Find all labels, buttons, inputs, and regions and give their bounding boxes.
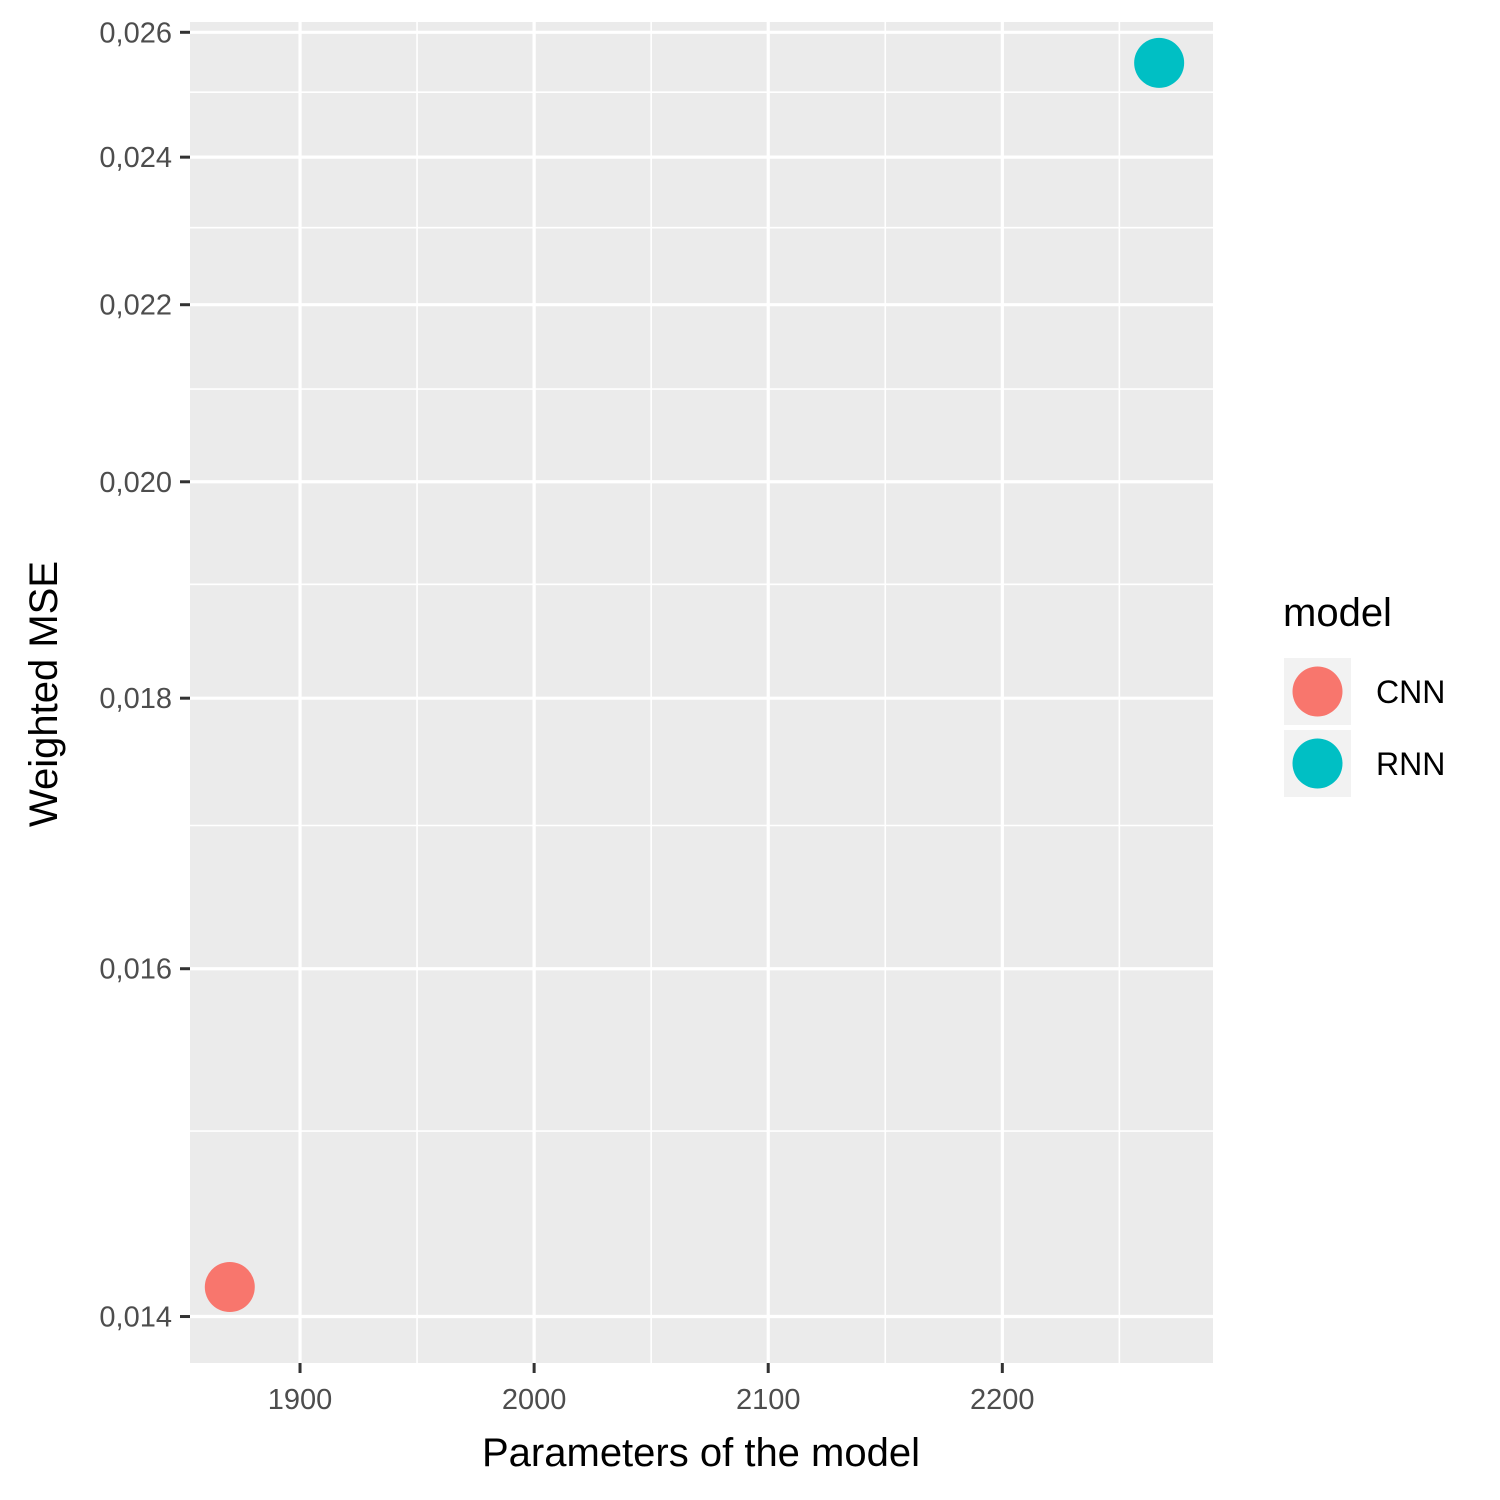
x-tick-label: 2000 — [502, 1384, 567, 1416]
legend: model CNN RNN — [1283, 591, 1445, 797]
plot-panel — [190, 22, 1213, 1363]
x-tick-label: 2100 — [736, 1384, 801, 1416]
y-tick-label: 0,018 — [99, 683, 172, 715]
y-axis: 0,014 0,016 0,018 0,020 0,022 0,024 0,026 — [99, 17, 190, 1334]
y-tick-label: 0,026 — [99, 17, 172, 49]
legend-label-rnn: RNN — [1376, 746, 1445, 782]
legend-swatch-rnn — [1292, 738, 1343, 789]
x-tick-label: 2200 — [970, 1384, 1035, 1416]
point-cnn — [204, 1262, 255, 1313]
legend-swatch-cnn — [1292, 666, 1343, 717]
minor-gridlines — [190, 22, 1213, 1363]
legend-label-cnn: CNN — [1376, 674, 1445, 710]
y-tick-label: 0,022 — [99, 290, 172, 322]
x-axis: 1900 2000 2100 2200 — [268, 1363, 1035, 1416]
point-rnn — [1134, 37, 1185, 88]
legend-title: model — [1283, 591, 1392, 635]
y-axis-title: Weighted MSE — [22, 561, 66, 827]
y-tick-label: 0,024 — [99, 142, 172, 174]
major-gridlines — [190, 22, 1213, 1363]
x-axis-title: Parameters of the model — [482, 1431, 920, 1475]
y-tick-label: 0,014 — [99, 1302, 172, 1334]
x-tick-label: 1900 — [268, 1384, 333, 1416]
y-tick-label: 0,016 — [99, 954, 172, 986]
data-points — [204, 37, 1185, 1313]
y-tick-label: 0,020 — [99, 467, 172, 499]
